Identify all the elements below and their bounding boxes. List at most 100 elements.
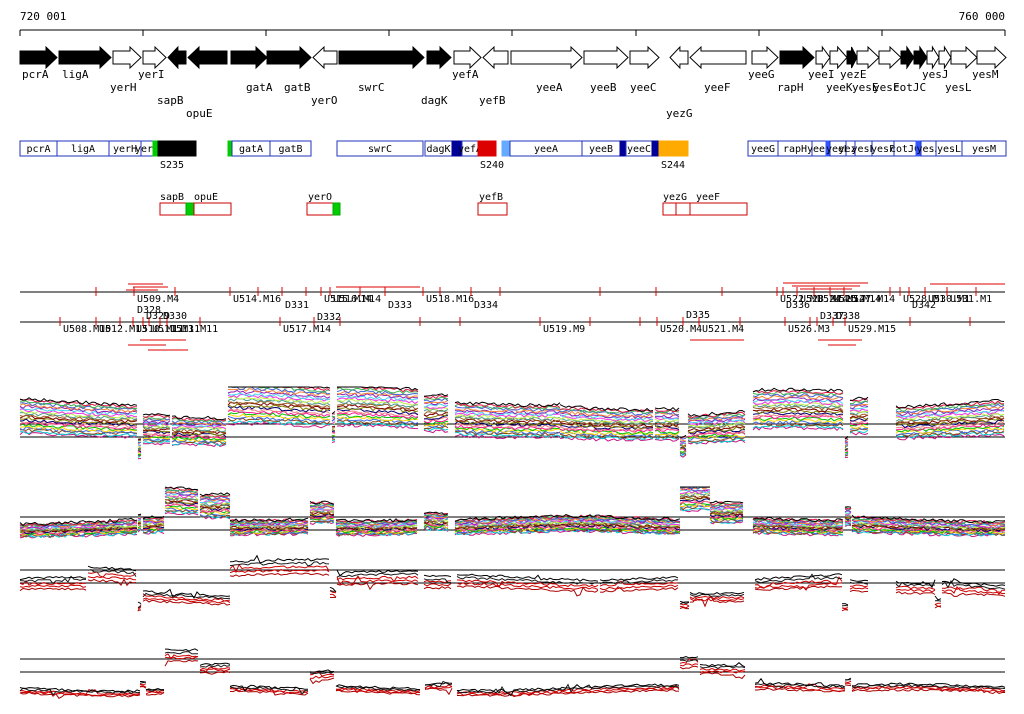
probe-label[interactable]: U525.M14 (833, 294, 881, 305)
series-line (171, 425, 227, 431)
probe-label[interactable]: U529.M15 (848, 324, 896, 335)
probe-label[interactable]: D338 (836, 311, 860, 322)
segment-box-gatB[interactable] (269, 140, 312, 157)
operon-box[interactable] (193, 202, 232, 216)
series-line (171, 428, 227, 434)
probe-label[interactable]: D329 (146, 311, 170, 322)
probe-label[interactable]: U520.M4 (660, 324, 702, 335)
probe-label[interactable]: U516.M14 (333, 294, 381, 305)
probe-label[interactable]: U508.M10 (63, 324, 111, 335)
gene-arrow-gatA[interactable] (230, 45, 268, 70)
probe-label[interactable]: D336 (786, 300, 810, 311)
gene-arrow-unlabeled[interactable] (913, 45, 928, 70)
operon-box[interactable] (689, 202, 748, 216)
series-line (336, 569, 419, 577)
gene-arrow-yezE[interactable] (846, 46, 858, 69)
gene-arrow-unlabeled[interactable] (938, 45, 952, 70)
probe-label[interactable]: D335 (686, 310, 710, 321)
gene-arrow-yesE[interactable] (856, 45, 880, 70)
gene-arrow-rapH[interactable] (779, 45, 815, 70)
gene-arrow-yeeA[interactable] (510, 45, 583, 70)
gene-arrow-yefA[interactable] (453, 45, 482, 70)
probe-label[interactable]: U522.M1 (780, 294, 822, 305)
operon-box[interactable] (332, 202, 341, 216)
gene-arrow-yerH[interactable] (112, 45, 142, 70)
segment-box-swrC[interactable] (336, 140, 424, 157)
probe-label[interactable]: D342 (912, 300, 936, 311)
gene-arrow-yerO[interactable] (312, 45, 338, 70)
gene-arrow-cotJC[interactable] (900, 45, 915, 70)
gene-arrow-yezG[interactable] (669, 45, 689, 70)
probe-label[interactable]: U531.M1 (950, 294, 992, 305)
gene-arrow-pcrA[interactable] (19, 45, 58, 70)
series-line (19, 525, 138, 532)
gene-arrow-yefB[interactable] (482, 45, 509, 70)
probe-label[interactable]: U510.M11 (136, 324, 184, 335)
gene-arrow-ligA[interactable] (58, 45, 112, 70)
operon-box[interactable] (675, 202, 691, 216)
segment-box[interactable] (619, 140, 627, 157)
gene-arrow-yerI[interactable] (142, 45, 167, 70)
operon-box[interactable] (662, 202, 677, 216)
series-line (336, 406, 419, 413)
probe-label[interactable]: D337 (820, 311, 844, 322)
probe-label[interactable]: U513.M11 (170, 324, 218, 335)
series-line (164, 494, 198, 499)
gene-arrow-yeeG[interactable] (751, 45, 779, 70)
probe-label[interactable]: U518.M16 (426, 294, 474, 305)
probe-label[interactable]: D328 (137, 305, 161, 316)
gene-arrow-yesM[interactable] (976, 45, 1007, 70)
segment-box[interactable] (658, 140, 689, 157)
probe-label[interactable]: D333 (388, 300, 412, 311)
probe-label[interactable]: D331 (285, 300, 309, 311)
gene-arrow-yesJ[interactable] (926, 45, 940, 70)
probe-label[interactable]: U519.M9 (543, 324, 585, 335)
segment-box[interactable] (157, 140, 197, 157)
probe-label[interactable]: U517.M14 (283, 324, 331, 335)
gene-arrow-gatB[interactable] (266, 45, 312, 70)
gene-label: gatA (246, 81, 273, 94)
gene-arrow-opuE[interactable] (187, 45, 228, 70)
probe-label[interactable]: U527.M14 (847, 294, 895, 305)
probe-label[interactable]: U528.M1 (903, 294, 945, 305)
probe-label[interactable]: D334 (474, 300, 498, 311)
gene-arrow-yeeK[interactable] (829, 45, 848, 70)
gene-arrow-swrC[interactable] (338, 45, 425, 70)
probe-label[interactable]: U512.M13 (99, 324, 147, 335)
operon-box[interactable] (306, 202, 334, 216)
probe-label[interactable]: U523.M14 (800, 294, 848, 305)
operon-box[interactable] (477, 202, 508, 216)
segment-label: yeeB (589, 144, 613, 155)
gene-arrow-yesL[interactable] (950, 45, 978, 70)
probe-label[interactable]: U524.M14 (817, 294, 865, 305)
series-line (336, 409, 419, 417)
operon-label: yerO (308, 192, 332, 203)
series-line (336, 402, 419, 410)
probe-label[interactable]: U530.M1 (928, 294, 970, 305)
segment-box[interactable] (501, 140, 511, 157)
probe-label[interactable]: U515.M14 (324, 294, 372, 305)
probe-label[interactable]: D330 (163, 311, 187, 322)
segment-box[interactable] (651, 140, 660, 157)
series-line (934, 602, 941, 605)
segment-box-yesM[interactable] (961, 140, 1007, 157)
gene-arrow-yesF[interactable] (878, 45, 902, 70)
gene-arrow-yeeI[interactable] (815, 45, 831, 70)
probe-label[interactable]: U521.M4 (702, 324, 744, 335)
segment-box[interactable] (227, 140, 233, 157)
segment-box[interactable] (477, 140, 497, 157)
probe-label[interactable]: U514.M16 (233, 294, 281, 305)
gene-arrow-dagK[interactable] (426, 45, 452, 70)
operon-box[interactable] (185, 202, 195, 216)
gene-arrow-yeeB[interactable] (583, 45, 629, 70)
probe-label[interactable]: U509.M4 (137, 294, 179, 305)
probe-label[interactable]: D332 (317, 312, 341, 323)
gene-label: yezE (840, 68, 867, 81)
probe-label[interactable]: U526.M3 (788, 324, 830, 335)
gene-arrow-sapB[interactable] (167, 45, 187, 70)
gene-arrow-yeeC[interactable] (629, 45, 660, 70)
probe-label[interactable]: U511.M11 (152, 324, 200, 335)
gene-arrow-yeeF[interactable] (689, 45, 747, 70)
segment-box[interactable] (152, 140, 159, 157)
operon-box[interactable] (159, 202, 187, 216)
